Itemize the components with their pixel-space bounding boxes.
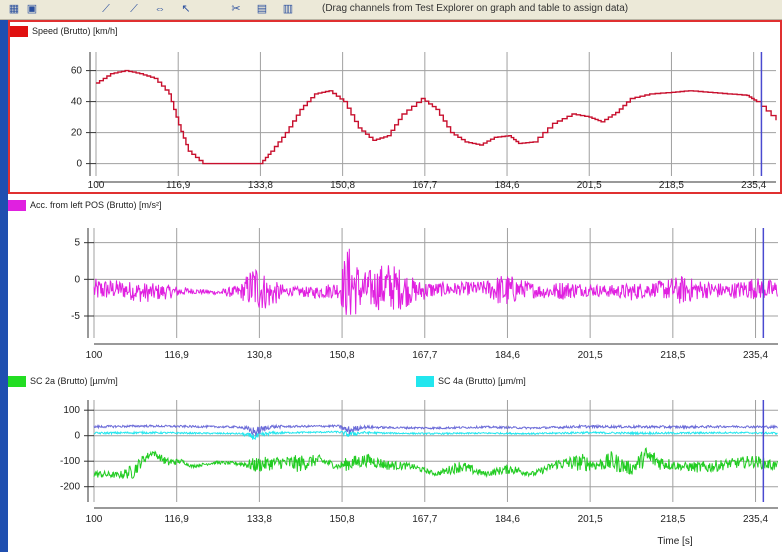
cut-icon[interactable]: ✂ — [231, 3, 241, 15]
y-tick-label: 40 — [71, 97, 83, 108]
y-tick-label: -5 — [71, 311, 80, 322]
legend-sc2a-label: SC 2a (Brutto) [µm/m] — [30, 376, 118, 386]
x-tick-label: 235,4 — [743, 514, 768, 525]
x-tick-label: 116,9 — [165, 514, 190, 525]
accel-swatch — [8, 200, 26, 211]
x-tick-label: 100 — [88, 180, 105, 191]
x-tick-label: 201,5 — [578, 514, 603, 525]
x-tick-label: 167,7 — [412, 350, 437, 361]
x-tick-label: 133,8 — [247, 514, 272, 525]
paste-icon[interactable]: ▥ — [282, 3, 294, 15]
zoom-icon[interactable]: ▣ — [26, 3, 38, 15]
x-tick-label: 150,8 — [330, 514, 355, 525]
y-tick-label: 0 — [74, 431, 80, 442]
toolbar: ▦ ▣ ⟋ ⟋ ⇔ ↖ ✂ ▤ ▥ (Drag channels from Te… — [0, 0, 782, 20]
x-tick-label: 100 — [86, 350, 103, 361]
x-tick-label: 235,4 — [741, 180, 766, 191]
y-tick-label: 0 — [74, 274, 80, 285]
x-tick-label: 167,7 — [412, 180, 437, 191]
y-tick-label: -200 — [60, 482, 80, 493]
legend-sc4a-label: SC 4a (Brutto) [µm/m] — [438, 376, 526, 386]
x-tick-label: 133,8 — [248, 180, 273, 191]
ruler-icon[interactable]: ⟋ — [130, 3, 138, 15]
cursor-icon[interactable]: ⟋ — [102, 3, 110, 15]
x-tick-label: 184,6 — [495, 350, 520, 361]
x-tick-label: 100 — [86, 514, 103, 525]
toolbar-hint: (Drag channels from Test Explorer on gra… — [322, 3, 629, 14]
speed-chart[interactable]: 100 116,9 133,8 150,8 167,7 184,6 201,5 218,5 23… — [10, 22, 780, 192]
x-tick-label: 201,5 — [578, 350, 603, 361]
series-line — [96, 69, 777, 165]
x-tick-label: 116,9 — [165, 350, 190, 361]
speed-chart-panel[interactable]: Speed (Brutto) [km/h] 100 116,9 133,8 150,8… — [8, 20, 782, 194]
series-line — [93, 430, 778, 441]
chart-icon[interactable]: ▦ — [8, 3, 20, 15]
sc4a-swatch — [416, 376, 434, 387]
copy-icon[interactable]: ▤ — [256, 3, 268, 15]
x-tick-label: 116,9 — [166, 180, 191, 191]
x-axis-title: Time [s] — [657, 536, 692, 547]
strain-chart-panel[interactable]: SC 2a (Brutto) [µm/m] SC 4a (Brutto) [µm… — [8, 372, 782, 552]
x-tick-label: 184,6 — [495, 514, 520, 525]
y-tick-label: 20 — [71, 128, 83, 139]
pointer-icon[interactable]: ↖ — [181, 3, 191, 15]
legend-accel-label: Acc. from left POS (Brutto) [m/s²] — [30, 200, 162, 210]
y-tick-label: 60 — [71, 66, 83, 77]
x-tick-label: 130,8 — [247, 350, 272, 361]
x-tick-label: 150,8 — [330, 350, 355, 361]
y-tick-label: 5 — [74, 238, 80, 249]
accel-chart-panel[interactable]: Acc. from left POS (Brutto) [m/s²] 100 11… — [8, 196, 782, 374]
x-tick-label: 167,7 — [412, 514, 437, 525]
pan-icon[interactable]: ⇔ — [154, 3, 166, 15]
legend-speed-label: Speed (Brutto) [km/h] — [32, 26, 118, 36]
x-tick-label: 235,4 — [743, 350, 768, 361]
strain-chart[interactable]: 100 116,9 133,8 150,8 167,7 184,6 201,5 218,5 23… — [8, 372, 782, 552]
y-tick-label: 0 — [76, 159, 82, 170]
window-left-edge — [0, 20, 8, 552]
series-line — [93, 423, 778, 436]
x-tick-label: 184,6 — [495, 180, 520, 191]
sc2a-swatch — [8, 376, 26, 387]
series-line — [93, 248, 778, 315]
y-tick-label: 100 — [63, 405, 80, 416]
y-tick-label: -100 — [60, 456, 80, 467]
x-tick-label: 218,5 — [660, 514, 685, 525]
series-line — [93, 447, 778, 480]
x-tick-label: 150,8 — [330, 180, 355, 191]
accel-chart[interactable]: 100 116,9 130,8 150,8 167,7 184,6 201,5 218,5 23… — [8, 196, 782, 374]
x-tick-label: 201,5 — [577, 180, 602, 191]
x-tick-label: 218,5 — [660, 350, 685, 361]
speed-swatch — [10, 26, 28, 37]
x-tick-label: 218,5 — [659, 180, 684, 191]
